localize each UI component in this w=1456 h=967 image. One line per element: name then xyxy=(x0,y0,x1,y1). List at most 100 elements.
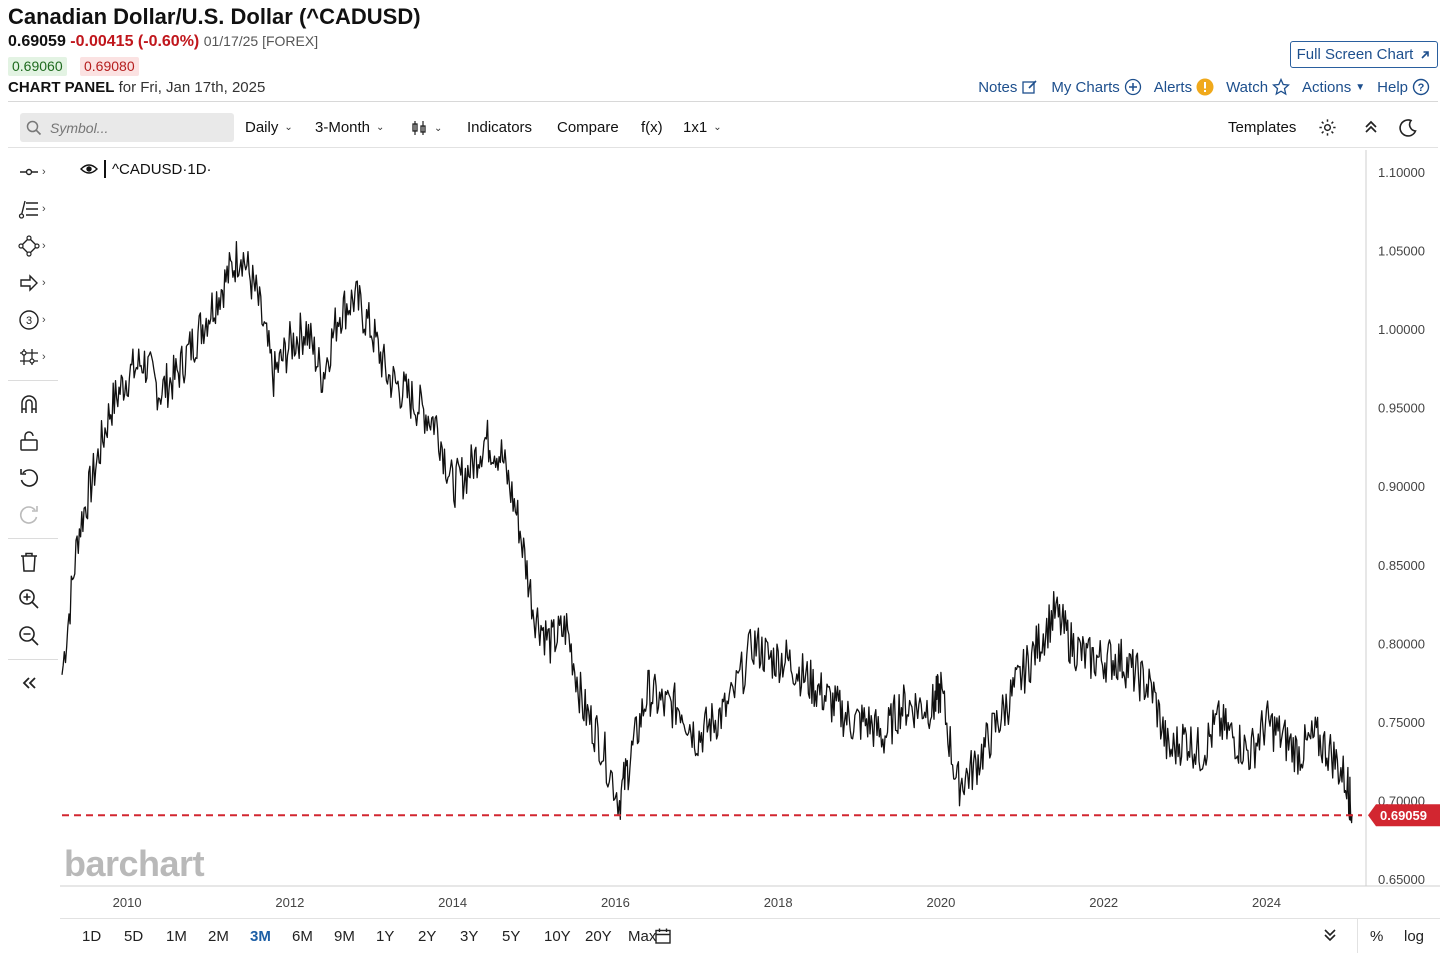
line-tool-icon xyxy=(20,168,38,176)
collapse-toolbar-button[interactable] xyxy=(18,669,58,697)
lock-button[interactable] xyxy=(18,427,58,455)
annotation-tool-button[interactable]: 3 › xyxy=(18,306,58,334)
quote-line: 0.69059 -0.00415 (-0.60%) 01/17/25 [FORE… xyxy=(8,33,318,51)
y-axis: 1.10000 1.05000 1.00000 0.95000 0.90000 0.850… xyxy=(1378,165,1425,887)
ask-price: 0.69080 xyxy=(80,57,139,76)
chart-type-select[interactable]: ⌄ xyxy=(410,119,442,137)
layout-select[interactable]: 1x1 ⌄ xyxy=(683,119,722,136)
range-button-5y[interactable]: 5Y xyxy=(502,928,521,945)
help-label: Help xyxy=(1377,78,1408,96)
last-price-badge-bg xyxy=(1368,804,1440,827)
symbol-search xyxy=(20,113,234,142)
date-range-button[interactable] xyxy=(654,927,672,949)
dark-mode-toggle[interactable] xyxy=(1398,118,1418,138)
series-legend[interactable]: ^CADUSD ·1D· xyxy=(80,160,212,178)
shape-tool-button[interactable]: › xyxy=(18,232,58,260)
redo-icon xyxy=(19,506,38,524)
shape-icon xyxy=(18,235,40,257)
full-screen-chart-button[interactable]: Full Screen Chart xyxy=(1290,41,1438,68)
search-icon xyxy=(26,120,42,135)
star-icon xyxy=(1272,78,1291,96)
zoom-in-button[interactable] xyxy=(18,585,58,613)
range-button-3y[interactable]: 3Y xyxy=(460,928,479,945)
templates-button[interactable]: Templates xyxy=(1228,119,1296,136)
measure-tool-button[interactable]: › xyxy=(18,343,58,371)
symbol-search-input[interactable] xyxy=(48,118,218,137)
panel-label: CHART PANEL for Fri, Jan 17th, 2025 xyxy=(8,79,265,96)
notes-label: Notes xyxy=(978,78,1018,96)
settings-button[interactable] xyxy=(1318,118,1337,137)
y-tick-label: 0.90000 xyxy=(1378,479,1425,494)
bid-price: 0.69060 xyxy=(8,57,67,76)
x-tick-label: 2010 xyxy=(113,895,142,910)
compare-button[interactable]: Compare xyxy=(557,119,619,136)
range-button-20y[interactable]: 20Y xyxy=(585,928,612,945)
line-tool-button[interactable]: › xyxy=(18,158,58,186)
range-button-max[interactable]: Max xyxy=(628,928,657,945)
range-button-2m[interactable]: 2M xyxy=(208,928,229,945)
help-link[interactable]: Help ? xyxy=(1377,78,1430,96)
percent-scale-button[interactable]: % xyxy=(1370,928,1384,945)
range-select[interactable]: 3-Month ⌄ xyxy=(315,119,384,136)
range-button-1y[interactable]: 1Y xyxy=(376,928,395,945)
expand-bottom-button[interactable] xyxy=(1322,927,1338,947)
range-button-3m[interactable]: 3M xyxy=(250,928,271,945)
range-button-6m[interactable]: 6M xyxy=(292,928,313,945)
legend-divider xyxy=(104,160,106,178)
quote-meta: 01/17/25 [FOREX] xyxy=(203,33,319,49)
function-button[interactable]: f(x) xyxy=(641,119,663,136)
chart-area[interactable]: 1.10000 1.05000 1.00000 0.95000 0.90000 0.850… xyxy=(60,150,1440,920)
interval-label: Daily xyxy=(245,119,279,136)
eye-icon xyxy=(80,164,98,174)
magnet-button[interactable] xyxy=(18,390,58,418)
trash-icon xyxy=(21,552,37,572)
chevrons-down-icon xyxy=(1324,929,1336,942)
arrow-tool-button[interactable]: › xyxy=(18,269,58,297)
delete-drawings-button[interactable] xyxy=(18,548,58,576)
chevron-right-icon: › xyxy=(42,240,46,252)
bottom-divider xyxy=(1357,919,1358,953)
actions-menu[interactable]: Actions ▼ xyxy=(1302,78,1365,96)
y-tick-label: 1.00000 xyxy=(1378,322,1425,337)
indicators-button[interactable]: Indicators xyxy=(467,119,532,136)
last-price: 0.69059 xyxy=(8,33,66,50)
moon-icon xyxy=(1399,119,1417,137)
range-button-1m[interactable]: 1M xyxy=(166,928,187,945)
x-axis: 2010 2012 2014 2016 2018 2020 2022 2024 xyxy=(113,895,1281,910)
svg-text:?: ? xyxy=(1418,82,1425,94)
my-charts-link[interactable]: My Charts xyxy=(1051,78,1141,96)
chevron-right-icon: › xyxy=(42,314,46,326)
watch-link[interactable]: Watch xyxy=(1226,78,1291,96)
undo-button[interactable] xyxy=(18,464,58,492)
x-tick-label: 2016 xyxy=(601,895,630,910)
calendar-icon xyxy=(655,928,671,944)
indicators-label: Indicators xyxy=(467,119,533,136)
range-button-1d[interactable]: 1D xyxy=(82,928,102,945)
log-scale-button[interactable]: log xyxy=(1404,928,1425,945)
range-bar: 1D 5D 1M 2M 3M 6M 9M 1Y 2Y 3Y 5Y 10Y 20Y Max % log xyxy=(60,918,1440,954)
range-button-2y[interactable]: 2Y xyxy=(418,928,437,945)
actions-label: Actions xyxy=(1302,78,1352,96)
notes-link[interactable]: Notes xyxy=(978,78,1039,96)
range-button-10y[interactable]: 10Y xyxy=(544,928,571,945)
interval-select[interactable]: Daily ⌄ xyxy=(245,119,293,136)
y-tick-label: 0.65000 xyxy=(1378,872,1425,887)
fib-tool-button[interactable]: › xyxy=(18,195,58,223)
redo-button[interactable] xyxy=(18,501,58,529)
y-tick-label: 0.80000 xyxy=(1378,636,1425,651)
y-tick-label: 0.85000 xyxy=(1378,558,1425,573)
arrow-up-right-icon xyxy=(1421,50,1430,59)
plus-circle-icon xyxy=(1124,78,1141,96)
range-button-9m[interactable]: 9M xyxy=(334,928,355,945)
y-tick-label: 0.75000 xyxy=(1378,715,1425,730)
chevron-down-icon: ⌄ xyxy=(434,122,443,134)
chevron-right-icon: › xyxy=(42,351,46,363)
range-button-5d[interactable]: 5D xyxy=(124,928,144,945)
alerts-link[interactable]: Alerts xyxy=(1154,78,1214,96)
zoom-out-button[interactable] xyxy=(18,622,58,650)
collapse-header-button[interactable] xyxy=(1362,118,1380,136)
last-price-badge: 0.69059 xyxy=(1368,804,1440,827)
caret-down-icon: ▼ xyxy=(1355,81,1366,93)
svg-text:3: 3 xyxy=(26,315,32,327)
price-chart[interactable]: 1.10000 1.05000 1.00000 0.95000 0.90000 0.850… xyxy=(60,150,1440,920)
